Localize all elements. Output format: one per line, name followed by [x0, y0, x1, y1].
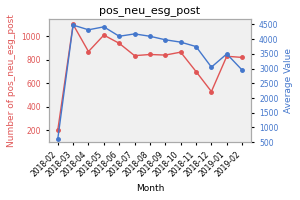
Y-axis label: Number of pos_neu_esg_post: Number of pos_neu_esg_post [7, 14, 16, 147]
Title: pos_neu_esg_post: pos_neu_esg_post [99, 7, 200, 17]
X-axis label: Month: Month [136, 184, 164, 193]
Y-axis label: Average Value: Average Value [284, 48, 293, 113]
